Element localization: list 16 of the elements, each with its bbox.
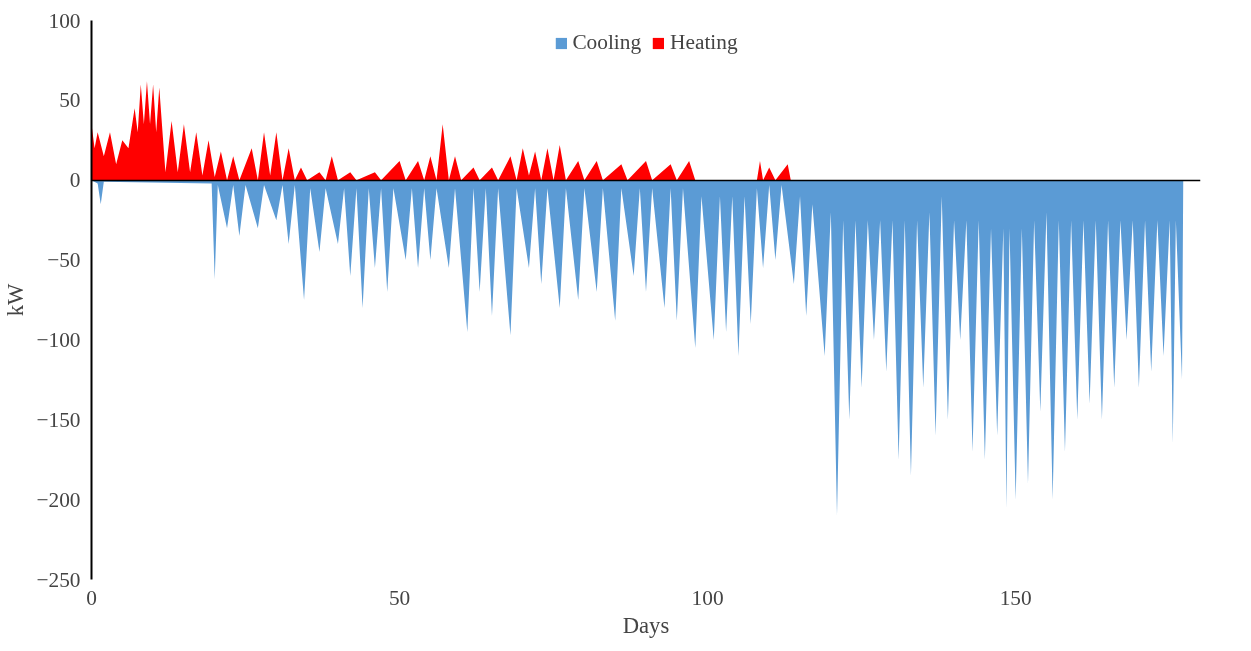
y-tick-label: 0 (69, 168, 81, 193)
y-tick-label: 100 (48, 8, 81, 33)
x-tick-label: 50 (388, 585, 411, 610)
y-axis-title: kW (3, 283, 29, 317)
legend-label: Cooling (572, 30, 642, 55)
legend-label: Heating (670, 30, 738, 55)
x-tick-label: 150 (999, 585, 1032, 610)
y-tick-label: −250 (36, 567, 81, 592)
y-tick-label: 50 (59, 88, 81, 113)
y-tick-label: −150 (36, 407, 81, 432)
x-tick-label: 0 (86, 585, 97, 610)
x-axis-title: Days (622, 612, 670, 638)
x-tick-label: 100 (691, 585, 724, 610)
y-tick-label: −100 (36, 327, 81, 352)
y-tick-label: −200 (36, 487, 81, 512)
y-tick-label: −50 (47, 248, 81, 273)
